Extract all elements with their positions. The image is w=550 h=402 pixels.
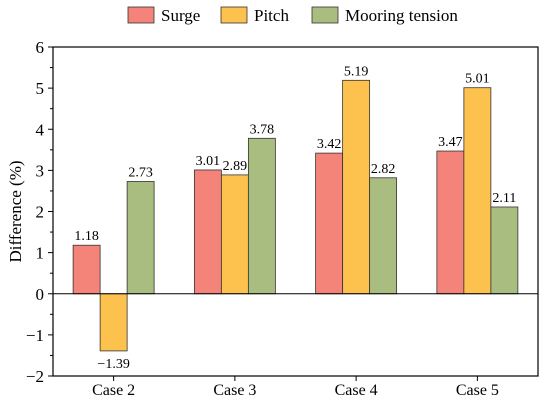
y-tick-label: 5 bbox=[36, 79, 45, 98]
data-label: 3.01 bbox=[196, 154, 221, 169]
data-label: 2.82 bbox=[371, 162, 396, 177]
y-tick-label: 6 bbox=[36, 38, 45, 57]
bar-pitch-case-2 bbox=[99, 293, 128, 352]
x-tick-label: Case 3 bbox=[213, 382, 256, 399]
bar-pitch-case-3 bbox=[220, 174, 249, 295]
data-label: 2.11 bbox=[492, 191, 516, 206]
data-label: 5.19 bbox=[344, 64, 369, 79]
legend-label: Mooring tension bbox=[345, 6, 458, 25]
x-tick-label: Case 4 bbox=[335, 382, 378, 399]
y-tick-label: 4 bbox=[36, 120, 45, 139]
bar-mooring-tension-case-4 bbox=[369, 177, 398, 295]
bar-mooring-tension-case-3 bbox=[247, 137, 276, 295]
legend-swatch-surge bbox=[127, 6, 155, 24]
x-tick-label: Case 2 bbox=[92, 382, 135, 399]
legend: Surge Pitch Mooring tension bbox=[127, 6, 458, 25]
y-tick-label: −1 bbox=[26, 326, 44, 345]
data-label: 2.73 bbox=[128, 165, 153, 180]
bar-mooring-tension-case-5 bbox=[490, 206, 519, 295]
legend-swatch-mooring-tension bbox=[311, 6, 339, 24]
bar-surge-case-3 bbox=[193, 169, 222, 295]
y-tick-label: 0 bbox=[36, 285, 45, 304]
y-axis-label: Difference (%) bbox=[6, 160, 25, 262]
bar-surge-case-2 bbox=[72, 244, 101, 295]
data-label: 3.47 bbox=[438, 135, 463, 150]
data-label: 1.18 bbox=[74, 229, 99, 244]
y-tick-label: 3 bbox=[36, 161, 45, 180]
bar-pitch-case-4 bbox=[342, 79, 371, 295]
y-tick-label: 1 bbox=[36, 244, 45, 263]
legend-label: Surge bbox=[161, 6, 200, 25]
bar-surge-case-4 bbox=[315, 152, 344, 295]
legend-label: Pitch bbox=[254, 6, 289, 25]
y-tick-label: −2 bbox=[26, 367, 44, 386]
legend-swatch-pitch bbox=[220, 6, 248, 24]
plot-area: 1.18 −1.39 2.73 3.01 2.89 3.78 3.42 5.19 2.82 3.4… bbox=[26, 38, 539, 399]
bar-surge-case-5 bbox=[436, 150, 465, 295]
data-label: 3.42 bbox=[317, 137, 342, 152]
bar-pitch-case-5 bbox=[463, 87, 492, 295]
x-tick-label: Case 5 bbox=[456, 382, 499, 399]
y-tick-label: 2 bbox=[36, 203, 45, 222]
data-label: 5.01 bbox=[465, 72, 490, 87]
data-label: 3.78 bbox=[250, 122, 275, 137]
bar-mooring-tension-case-2 bbox=[126, 181, 155, 295]
data-label: −1.39 bbox=[97, 357, 129, 372]
data-label: 2.89 bbox=[223, 159, 248, 174]
